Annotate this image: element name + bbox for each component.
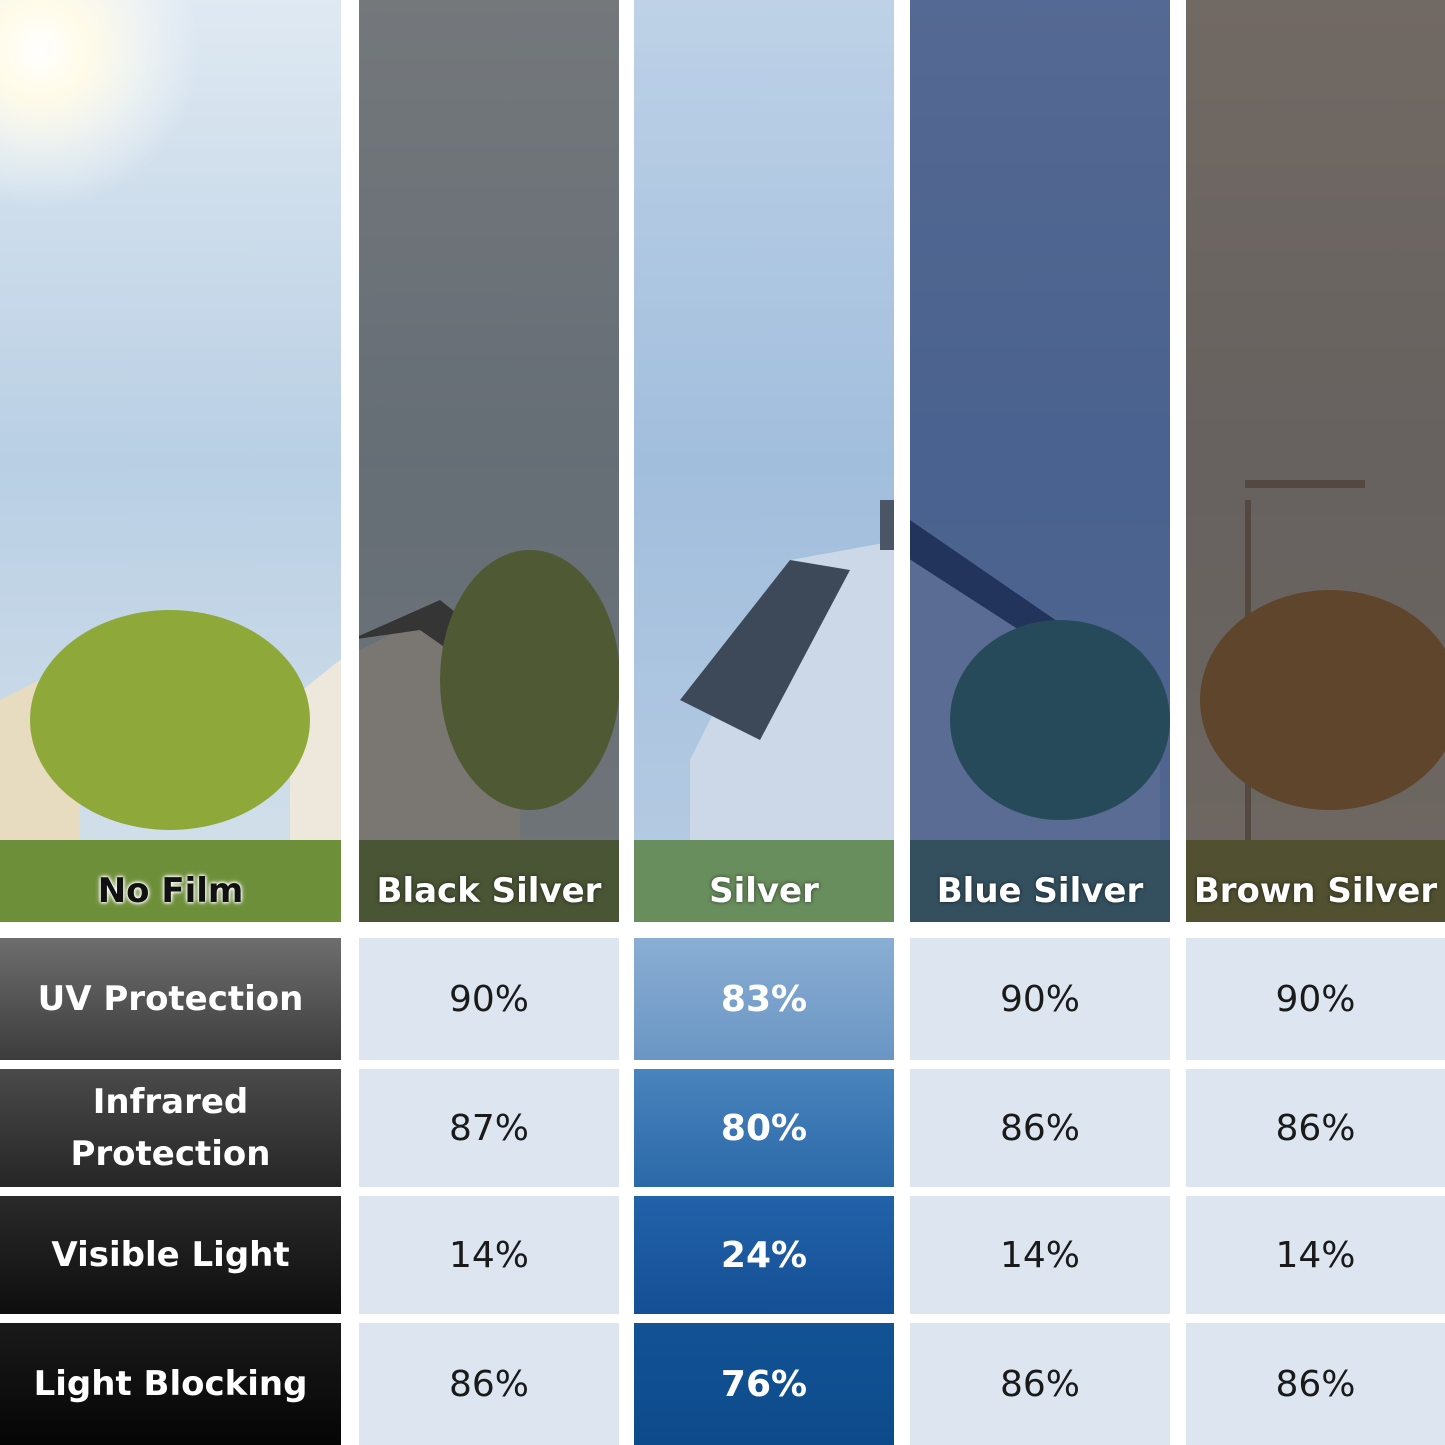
row-header: Light Blocking xyxy=(0,1323,341,1445)
value-cell: 83% xyxy=(634,938,894,1060)
film-label-blue-silver: Blue Silver xyxy=(936,871,1144,911)
row-header: Visible Light xyxy=(0,1196,341,1314)
value-cell: 14% xyxy=(1186,1196,1445,1314)
value-cell: 90% xyxy=(1186,938,1445,1060)
film-label-no-film: No Film xyxy=(97,871,244,911)
value-cell: 90% xyxy=(359,938,619,1060)
film-label-black-silver: Black Silver xyxy=(376,871,602,911)
film-label-brown-silver: Brown Silver xyxy=(1193,871,1438,911)
value-cell: 90% xyxy=(910,938,1170,1060)
value-cell: 86% xyxy=(359,1323,619,1445)
value-cell: 80% xyxy=(634,1069,894,1187)
film-label-silver: Silver xyxy=(709,871,819,911)
value-cell: 24% xyxy=(634,1196,894,1314)
row-header: UV Protection xyxy=(0,938,341,1060)
film-tint-brown-silver xyxy=(1186,0,1445,922)
value-cell: 87% xyxy=(359,1069,619,1187)
row-header: Infrared Protection xyxy=(0,1069,341,1187)
film-tint-blue-silver xyxy=(910,0,1170,922)
value-cell: 86% xyxy=(910,1069,1170,1187)
value-cell: 86% xyxy=(1186,1323,1445,1445)
film-tint-black-silver xyxy=(359,0,619,922)
value-cell: 76% xyxy=(634,1323,894,1445)
value-cell: 86% xyxy=(1186,1069,1445,1187)
value-cell: 86% xyxy=(910,1323,1170,1445)
value-cell: 14% xyxy=(910,1196,1170,1314)
film-tint-silver xyxy=(634,0,894,922)
value-cell: 14% xyxy=(359,1196,619,1314)
